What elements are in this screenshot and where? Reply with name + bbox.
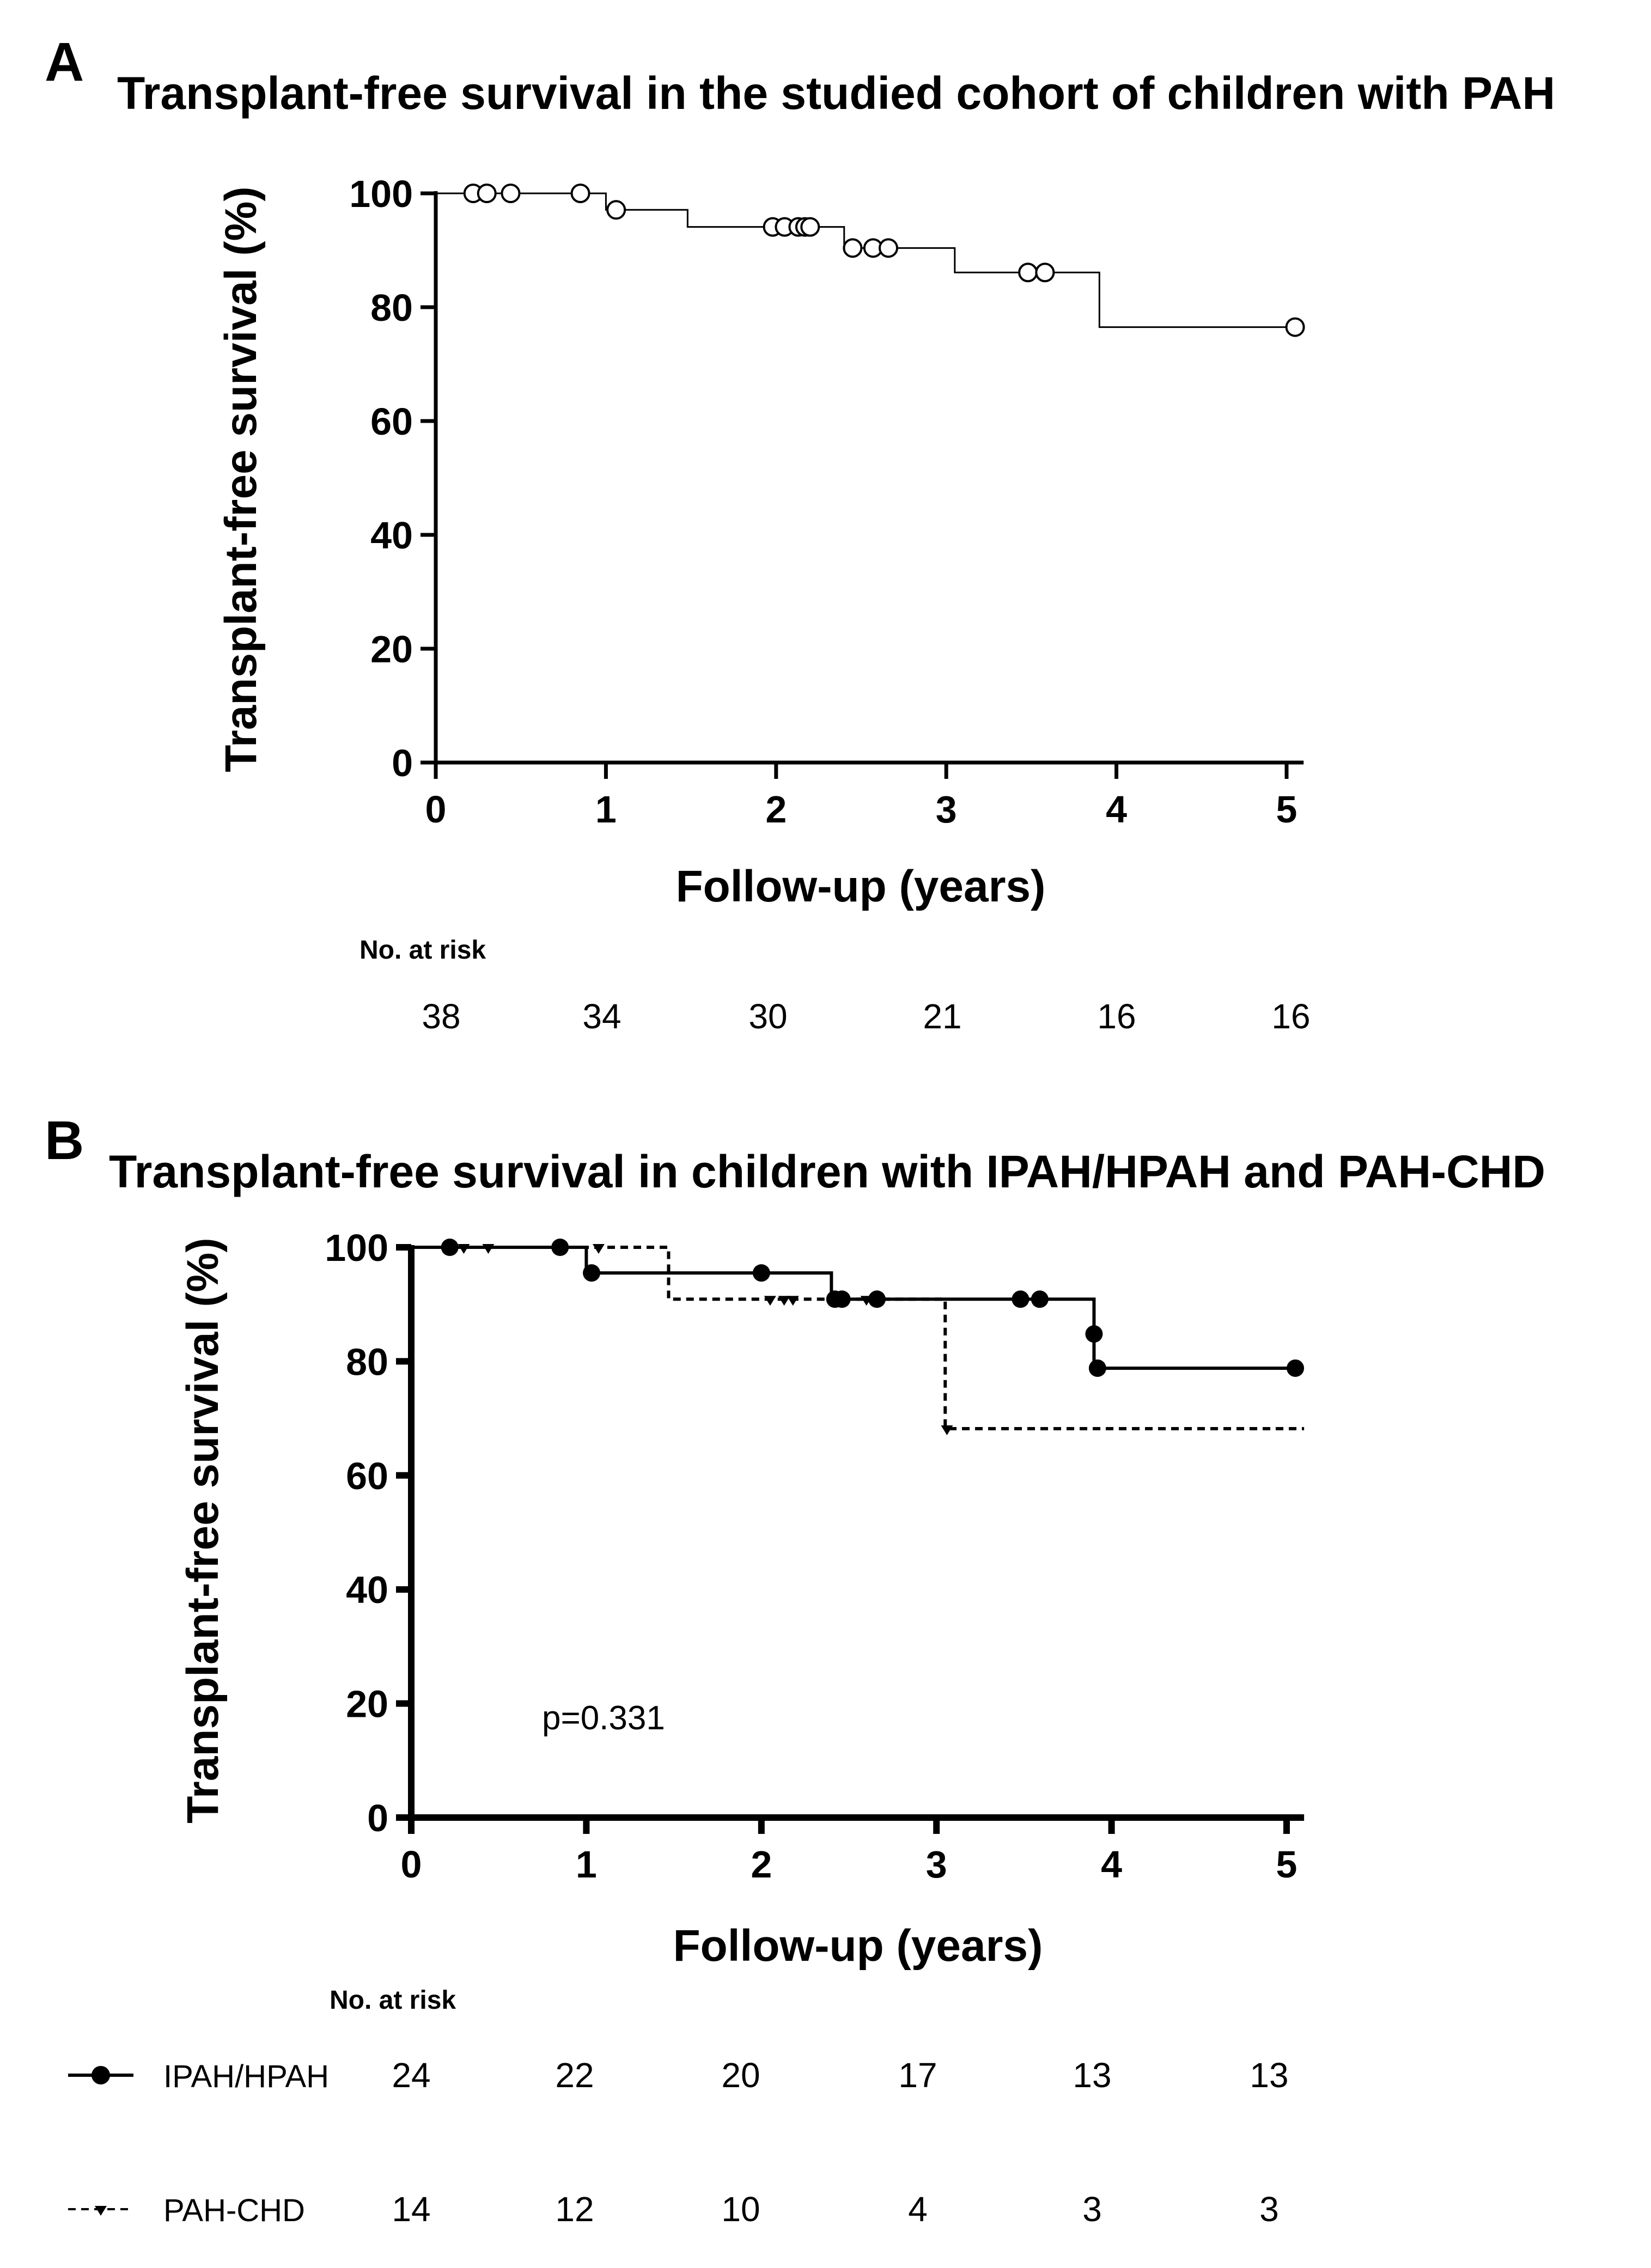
panel-b-series-ipah-hpah-censor-mark [583, 1264, 601, 1282]
panel-a-x-tick-label: 4 [1106, 788, 1127, 831]
panel-a-title: Transplant-free survival in the studied … [117, 68, 1555, 119]
panel-b-series-ipah-hpah-censor-mark [752, 1264, 770, 1282]
panel-b-risk-value: 20 [721, 2056, 760, 2095]
panel-a-axes: 0 20 40 60 80 100 0 1 2 3 4 5 [349, 173, 1304, 831]
legend-label-ipah-hpah: IPAH/HPAH [163, 2059, 329, 2094]
panel-a-letter: A [45, 32, 84, 93]
panel-a-series-all-patients-censor-mark [501, 184, 521, 203]
panel-b-x-tick-label: 5 [1276, 1843, 1297, 1886]
panel-b-risk-value: 13 [1250, 2056, 1288, 2095]
panel-a-risk-header: No. at risk [360, 936, 486, 965]
panel-a-y-tick-label: 40 [370, 514, 413, 557]
panel-b-risk-value: 10 [721, 2190, 760, 2229]
panel-b-series-pah-chd-censor-mark [764, 1296, 776, 1306]
panel-b-x-tick-label: 3 [926, 1843, 947, 1886]
panel-a-y-tick-label: 60 [370, 400, 413, 443]
panel-b-risk-value: 4 [908, 2190, 928, 2229]
panel-b-series-ipah-hpah-censor-mark [1088, 1359, 1106, 1377]
panel-a-y-axis-title: Transplant-free survival (%) [216, 186, 266, 772]
panel-b-y-tick-label: 20 [346, 1683, 388, 1726]
panel-b-series-pah-chd-line [411, 1246, 1305, 1430]
panel-a-y-tick-label: 80 [370, 286, 413, 329]
panel-a-risk-value: 16 [1271, 997, 1310, 1036]
panel-b-risk-value: 17 [898, 2056, 937, 2095]
panel-b-risk-header: No. at risk [330, 1986, 456, 2015]
panel-b-series-ipah-hpah-censor-mark [1085, 1325, 1103, 1343]
panel-b-risk-value: 14 [392, 2190, 430, 2229]
panel-b-p-value: p=0.331 [542, 1699, 665, 1737]
panel-b-risk-value: 12 [555, 2190, 594, 2229]
panel-a-series-all-patients-censor-mark [800, 217, 820, 237]
panel-b-risk-table: IPAH/HPAH 24 22 20 17 13 13 PAH-CHD 14 12 10 4 3 3 [68, 2056, 1289, 2229]
panel-a-y-tick-label: 20 [370, 628, 413, 670]
panel-b-series-pah-chd-censor-mark [592, 1244, 605, 1254]
panel-a-risk-value: 30 [748, 997, 787, 1036]
panel-b-series-pah-chd-censor-mark [941, 1425, 953, 1435]
panel-b-risk-value: 24 [392, 2056, 430, 2095]
panel-b-risk-value: 22 [555, 2056, 594, 2095]
panel-b-plot-area [411, 1239, 1305, 1435]
panel-a-risk-value: 38 [422, 997, 460, 1036]
panel-b-series-pah-chd-censor-mark [787, 1296, 799, 1306]
panel-b-y-tick-label: 80 [346, 1340, 388, 1383]
panel-b-x-tick-label: 4 [1101, 1843, 1122, 1886]
panel-b-letter: B [45, 1110, 84, 1171]
panel-a-series-all-patients-censor-mark [1285, 317, 1305, 337]
panel-a-x-tick-label: 0 [425, 788, 447, 831]
legend-marker-pah-chd [95, 2206, 107, 2216]
panel-b-series-ipah-hpah-censor-mark [1012, 1290, 1029, 1308]
panel-a-y-tick-label: 0 [392, 742, 413, 784]
panel-b: B Transplant-free survival in children w… [45, 1110, 1545, 2229]
panel-b-series-ipah-hpah-censor-mark [1287, 1359, 1305, 1377]
panel-b-y-tick-label: 100 [325, 1227, 388, 1269]
panel-a-plot-area [436, 184, 1305, 337]
panel-b-x-tick-label: 0 [401, 1843, 422, 1886]
legend-label-pah-chd: PAH-CHD [163, 2193, 305, 2228]
panel-b-axes: 0 20 40 60 80 100 0 1 2 3 4 5 [325, 1227, 1305, 1886]
panel-b-series-ipah-hpah-censor-mark [868, 1290, 886, 1308]
panel-a-series-all-patients-censor-mark [843, 238, 863, 258]
panel-b-series-pah-chd-censor-mark [482, 1244, 495, 1254]
legend-marker-ipah-hpah [92, 2066, 110, 2084]
panel-b-x-tick-label: 2 [751, 1843, 772, 1886]
panel-b-x-axis-title: Follow-up (years) [673, 1921, 1043, 1971]
panel-a-risk-table: 38 34 30 21 16 16 [422, 997, 1310, 1036]
panel-b-risk-value: 3 [1082, 2190, 1102, 2229]
panel-a-y-tick-label: 100 [349, 173, 413, 215]
panel-b-y-axis-title: Transplant-free survival (%) [178, 1237, 228, 1823]
panel-a-series-all-patients-line [436, 192, 1295, 328]
panel-b-x-tick-label: 1 [576, 1843, 597, 1886]
panel-a-x-axis-title: Follow-up (years) [676, 862, 1046, 911]
panel-b-series-pah-chd-censor-mark [778, 1296, 790, 1306]
panel-a-series-all-patients-censor-mark [1035, 263, 1055, 283]
panel-b-series-ipah-hpah-censor-mark [1031, 1290, 1049, 1308]
panel-b-series-ipah-hpah-censor-mark [833, 1290, 851, 1308]
panel-a-series-all-patients-censor-mark [1018, 263, 1038, 283]
panel-b-series-pah-chd-censor-mark [458, 1244, 470, 1254]
panel-b-risk-value: 13 [1073, 2056, 1111, 2095]
panel-a-series-all-patients-censor-mark [606, 200, 626, 220]
panel-a-risk-value: 16 [1097, 997, 1136, 1036]
panel-b-series-pah-chd-censor-mark [860, 1296, 873, 1306]
panel-a-x-tick-label: 3 [936, 788, 957, 831]
panel-a-series-all-patients-censor-mark [477, 184, 497, 203]
panel-b-series-ipah-hpah-line [411, 1246, 1296, 1370]
panel-b-y-tick-label: 60 [346, 1455, 388, 1497]
panel-a-x-tick-label: 1 [595, 788, 617, 831]
panel-b-title: Transplant-free survival in children wit… [109, 1146, 1545, 1197]
panel-a: A Transplant-free survival in the studie… [45, 32, 1555, 1036]
panel-a-risk-value: 34 [582, 997, 621, 1036]
panel-a-risk-value: 21 [923, 997, 961, 1036]
panel-a-x-tick-label: 2 [765, 788, 787, 831]
panel-b-y-tick-label: 0 [367, 1797, 388, 1839]
panel-a-x-tick-label: 5 [1276, 788, 1297, 831]
panel-b-risk-value: 3 [1259, 2190, 1279, 2229]
panel-b-y-tick-label: 40 [346, 1569, 388, 1611]
panel-b-series-ipah-hpah-censor-mark [441, 1239, 459, 1256]
panel-a-series-all-patients-censor-mark [878, 238, 898, 258]
panel-a-series-all-patients-censor-mark [570, 184, 590, 203]
